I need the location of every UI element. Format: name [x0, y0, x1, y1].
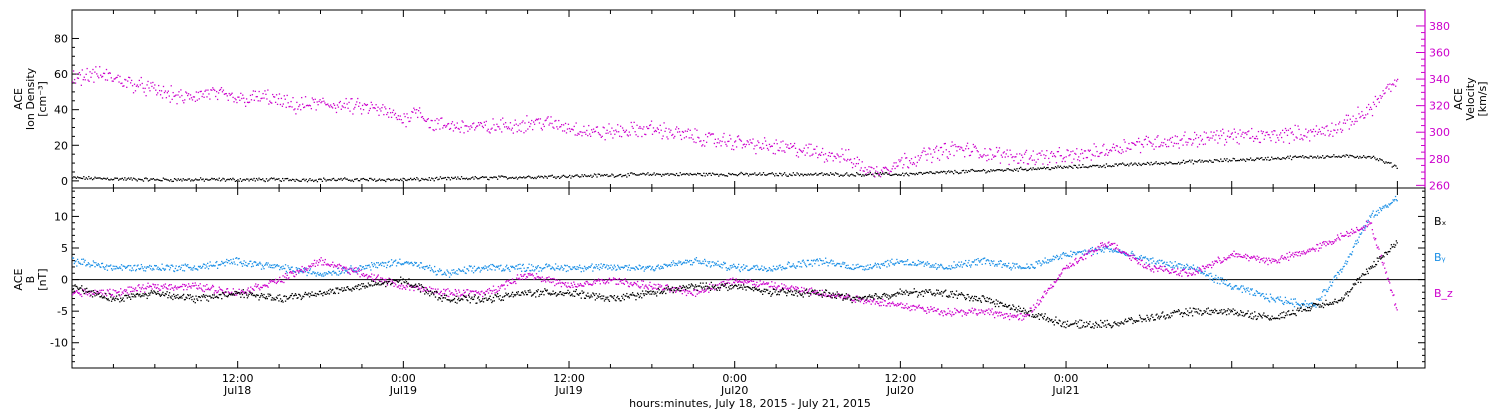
top-right-tick-label: 340 — [1429, 73, 1450, 86]
bottom-left-tick-label: -5 — [57, 305, 68, 318]
x-axis-label: hours:minutes, July 18, 2015 - July 21, … — [629, 397, 871, 410]
legend-item: B_z — [1434, 287, 1453, 300]
x-axis: 12:00Jul180:00Jul1912:00Jul190:00Jul2012… — [71, 10, 1398, 397]
top-left-axis-title: ACEIon Density[cm⁻³] — [12, 67, 49, 130]
bottom-panel-frame — [71, 187, 1426, 369]
top-right-tick-label: 260 — [1429, 179, 1450, 192]
x-tick-time-label: 0:00 — [1054, 372, 1079, 385]
top-right-tick-label: 320 — [1429, 100, 1450, 113]
x-tick-time-label: 12:00 — [885, 372, 917, 385]
top-right-tick-label: 360 — [1429, 47, 1450, 60]
x-tick-date-label: Jul19 — [389, 384, 417, 397]
top-left-tick-label: 40 — [54, 104, 68, 117]
x-tick-date-label: Jul20 — [886, 384, 914, 397]
top-panel: 0 20 40 60 80 260 280 300 320 340 360 380 ACEIon Den… — [12, 9, 1489, 192]
x-tick-time-label: 0:00 — [391, 372, 416, 385]
legend-item: Bᵧ — [1434, 251, 1446, 264]
bottom-left-ticks: -10 -5 0 5 10 — [50, 190, 1425, 369]
bottom-left-tick-label: 10 — [54, 210, 68, 223]
top-right-ticks: 260 280 300 320 340 360 380 — [1416, 10, 1450, 192]
by-series — [72, 195, 1398, 308]
bottom-panel: -10 -5 0 5 10 ACEB[nT] Bₓ Bᵧ B_z — [12, 187, 1453, 369]
legend-item: Bₓ — [1434, 215, 1447, 228]
top-right-tick-label: 380 — [1429, 20, 1450, 33]
velocity-series — [72, 66, 1399, 178]
x-tick-date-label: Jul21 — [1051, 384, 1079, 397]
bx-series — [72, 240, 1398, 329]
x-tick-time-label: 12:00 — [222, 372, 254, 385]
bottom-left-tick-label: 5 — [61, 242, 68, 255]
bottom-left-tick-label: 0 — [61, 274, 68, 287]
x-tick-date-label: Jul19 — [554, 384, 582, 397]
density-series — [72, 154, 1398, 183]
top-left-tick-label: 0 — [61, 175, 68, 188]
top-right-tick-label: 280 — [1429, 153, 1450, 166]
bottom-left-axis-title: ACEB[nT] — [12, 268, 49, 290]
bottom-left-tick-label: -10 — [50, 337, 68, 350]
top-left-tick-label: 80 — [54, 32, 68, 45]
legend: Bₓ Bᵧ B_z — [1434, 215, 1453, 300]
bz-series — [72, 220, 1398, 321]
top-right-axis-title: ACEVelocity[km/s] — [1452, 77, 1489, 121]
x-tick-date-label: Jul18 — [223, 384, 251, 397]
top-left-tick-label: 60 — [54, 68, 68, 81]
x-tick-time-label: 0:00 — [722, 372, 747, 385]
top-left-tick-label: 20 — [54, 139, 68, 152]
x-tick-marks — [71, 10, 1398, 368]
top-left-ticks: 0 20 40 60 80 — [54, 32, 79, 188]
x-tick-time-label: 12:00 — [553, 372, 585, 385]
x-tick-date-label: Jul20 — [720, 384, 748, 397]
top-right-tick-label: 300 — [1429, 126, 1450, 139]
